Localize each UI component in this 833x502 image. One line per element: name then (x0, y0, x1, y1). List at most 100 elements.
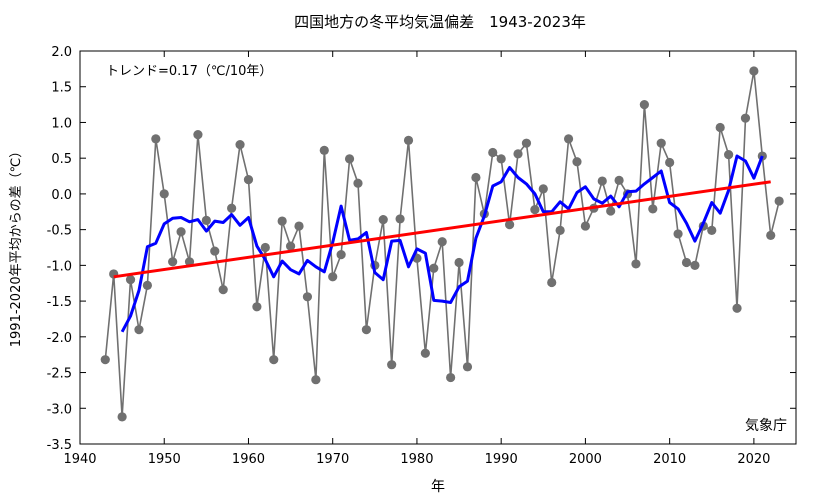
x-tick-label: 1950 (148, 452, 181, 467)
annual-point (656, 138, 666, 148)
annual-point (673, 229, 683, 239)
annual-point (749, 66, 759, 76)
annual-point (227, 203, 237, 213)
annual-point (260, 242, 270, 253)
annual-point (732, 303, 742, 313)
x-tick-label: 1980 (400, 452, 433, 467)
annual-point (648, 204, 658, 214)
annual-point (505, 220, 515, 230)
y-tick-label: -2.5 (47, 367, 72, 382)
annual-point (344, 154, 355, 164)
y-tick-label: -0.5 (47, 224, 72, 239)
x-tick-label: 1990 (485, 452, 518, 467)
annual-point (328, 272, 338, 282)
y-tick-label: -1.5 (47, 295, 72, 310)
y-tick-label: 1.0 (51, 116, 72, 131)
annual-point (488, 147, 498, 158)
annual-point (614, 175, 624, 185)
trend-line (113, 180, 771, 279)
annual-point (471, 172, 481, 183)
annual-point (285, 241, 296, 251)
annual-point (353, 178, 363, 188)
x-tick-label: 1940 (63, 452, 96, 467)
annual-point (159, 189, 169, 199)
annual-point (100, 355, 110, 365)
annual-point (142, 280, 152, 290)
annual-point (336, 250, 346, 260)
annual-point (774, 196, 784, 206)
trend-label: トレンド=0.17（℃/10年） (106, 64, 272, 79)
annual-point (513, 149, 523, 159)
y-tick-label: -1.0 (47, 259, 72, 274)
x-tick-label: 1960 (232, 452, 265, 467)
annual-point (125, 275, 136, 285)
x-tick-label: 2010 (653, 452, 686, 467)
annual-point (277, 216, 287, 226)
annual-point (572, 157, 582, 167)
annual-point (395, 214, 405, 224)
annual-point (547, 277, 557, 288)
chart-title: 四国地方の冬平均気温偏差 1943-2023年 (294, 13, 586, 31)
annual-point (530, 205, 540, 215)
annual-point (210, 246, 220, 256)
annual-point (176, 227, 186, 237)
annual-point (707, 225, 717, 235)
annual-point (437, 237, 447, 247)
annual-point (193, 130, 203, 140)
x-tick-label: 2000 (569, 452, 602, 467)
y-tick-label: -2.0 (47, 331, 72, 346)
annual-point (606, 206, 616, 216)
annual-point (766, 230, 776, 240)
annual-point (361, 325, 371, 335)
annual-point (555, 225, 565, 235)
annual-point (319, 145, 329, 155)
annual-point (724, 150, 734, 160)
annual-point (378, 215, 388, 225)
annual-point (580, 221, 591, 231)
y-axis-label: 1991-2020年平均からの差（℃） (9, 145, 24, 347)
annual-point (134, 325, 144, 335)
annual-point (387, 360, 397, 370)
annual-point (117, 412, 127, 422)
annual-point (269, 355, 279, 365)
annual-point (665, 157, 675, 168)
y-tick-label: -3.5 (47, 438, 72, 453)
series-layer (100, 66, 784, 422)
annual-point (403, 135, 414, 145)
annual-point (243, 175, 254, 185)
y-tick-label: 0.0 (51, 188, 72, 203)
y-tick-label: 0.5 (51, 152, 72, 167)
annual-point (420, 348, 430, 358)
annual-point (151, 134, 161, 144)
annual-point (740, 113, 751, 123)
annual-point (218, 285, 228, 295)
annual-point (681, 257, 692, 268)
y-tick-label: 2.0 (51, 45, 72, 60)
annual-point (715, 122, 725, 133)
axes: 1940 1950 1960 1970 1980 1990 2000 2010 2020 -3.5… (47, 45, 797, 467)
x-tick-label: 1970 (316, 452, 349, 467)
y-tick-label: 1.5 (51, 81, 72, 96)
x-axis-label: 年 (431, 479, 445, 495)
annual-point (311, 375, 321, 385)
annual-point (631, 259, 641, 269)
credit-label: 気象庁 (745, 418, 787, 434)
annual-point (201, 215, 211, 225)
annual-point (235, 140, 245, 150)
y-tick-label: -3.0 (47, 402, 72, 417)
annual-point (538, 184, 548, 194)
annual-point (639, 99, 649, 110)
x-tick-label: 2020 (737, 452, 770, 467)
annual-point (462, 362, 473, 372)
annual-point (446, 372, 456, 383)
annual-point (294, 221, 304, 231)
annual-point (563, 134, 574, 144)
moving-average-line (120, 154, 764, 333)
annual-point (252, 302, 262, 312)
annual-point (521, 138, 532, 148)
annual-point (429, 263, 439, 273)
annual-point (597, 176, 607, 186)
annual-point (496, 154, 506, 164)
